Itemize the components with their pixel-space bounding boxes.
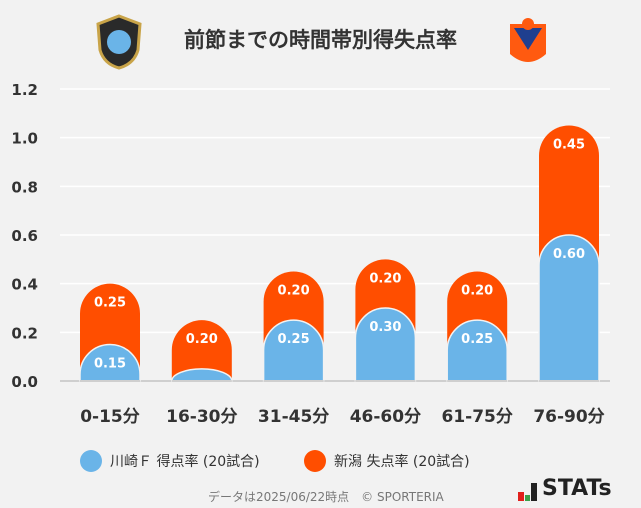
x-tick-label: 0-15分 (80, 407, 140, 427)
footer-note: データは2025/06/22時点 © SPORTERIA (208, 490, 444, 504)
legend-label: 川崎Ｆ 得点率 (20試合) (110, 454, 260, 470)
bar-segment-home (171, 368, 233, 382)
data-label: 0.15 (94, 357, 126, 372)
data-label: 0.60 (553, 247, 585, 262)
stats-wordmark: STATs (542, 476, 612, 501)
legend-item-kawasaki: 川崎Ｆ 得点率 (20試合) (80, 450, 260, 472)
data-label: 0.20 (278, 284, 310, 299)
legend-swatch (80, 450, 102, 472)
data-label: 0.20 (369, 271, 401, 286)
y-tick-label: 1.0 (11, 130, 38, 148)
x-tick-label: 31-45分 (258, 407, 329, 427)
data-label: 0.20 (461, 284, 493, 299)
legend-label: 新潟 失点率 (20試合) (334, 454, 470, 470)
data-label: 0.45 (553, 138, 585, 153)
bar-segment-away (171, 320, 232, 381)
legend-swatch (304, 450, 326, 472)
bar-segment-home (354, 307, 417, 382)
data-label: 0.25 (461, 332, 493, 347)
y-tick-label: 0.2 (11, 324, 38, 342)
niigata-emblem (506, 14, 556, 70)
bar-segment-home (79, 343, 141, 382)
bar-chart: 0.0 0.2 0.4 0.6 0.8 1.0 1.2 0.25 0.15 0-15分 0.20 16… (11, 81, 610, 427)
y-tick-label: 0.4 (11, 276, 38, 294)
bar-segment-home (538, 234, 600, 382)
chart-title: 前節までの時間帯別得失点率 (184, 28, 457, 52)
y-tick-label: 0.6 (11, 227, 38, 245)
x-tick-label: 61-75分 (442, 407, 513, 427)
bar-segment-home (262, 319, 325, 382)
x-tick-label: 76-90分 (533, 407, 604, 427)
data-label: 0.25 (94, 296, 126, 311)
legend-item-niigata: 新潟 失点率 (20試合) (304, 450, 470, 472)
data-label: 0.20 (186, 332, 218, 347)
kawasaki-emblem (94, 14, 144, 70)
y-tick-label: 0.8 (11, 178, 38, 196)
bar-segment-home (446, 319, 508, 382)
data-label: 0.30 (369, 320, 401, 335)
stats-bars-icon (518, 483, 537, 501)
y-tick-label: 1.2 (11, 81, 38, 99)
data-label: 0.25 (278, 332, 310, 347)
x-tick-label: 46-60分 (350, 407, 421, 427)
x-tick-label: 16-30分 (166, 407, 237, 427)
y-tick-label: 0.0 (11, 373, 38, 391)
stats-logo: STATs (518, 476, 612, 501)
